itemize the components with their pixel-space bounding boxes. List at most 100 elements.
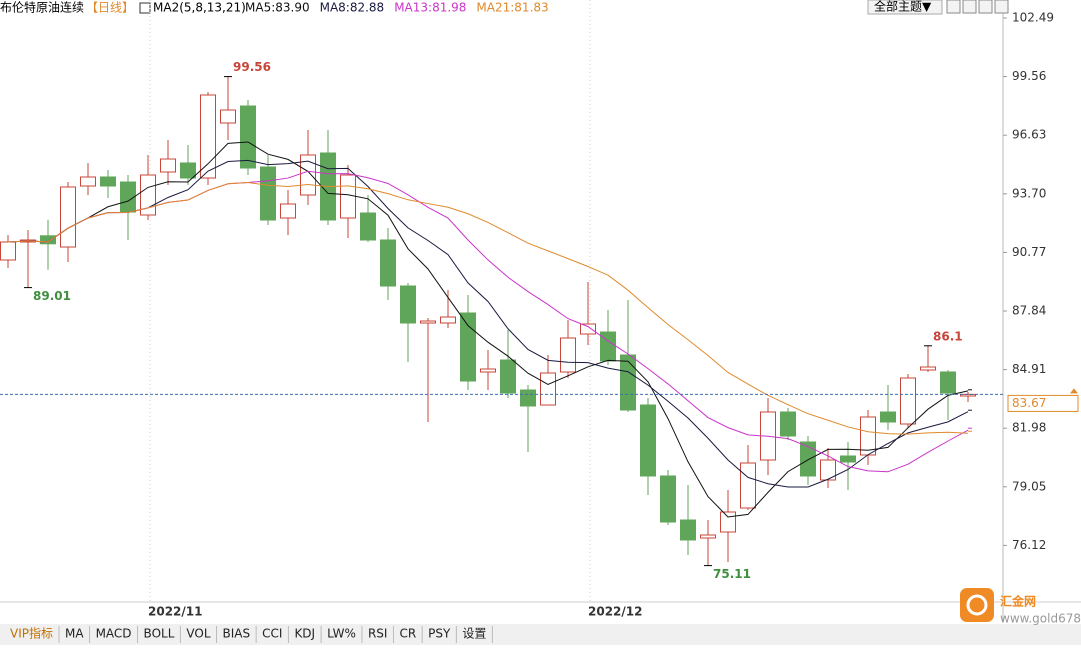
zoom-buttons[interactable] — [946, 0, 1009, 14]
ma-line — [7, 141, 969, 518]
theme-button[interactable] — [867, 0, 943, 15]
candle-body — [140, 174, 156, 216]
logo-icon — [960, 588, 994, 622]
candle-body — [100, 176, 116, 187]
y-tick-label: 76.12 — [1012, 538, 1046, 552]
toolbar-tab[interactable]: 设置 — [462, 627, 486, 641]
candle-body — [260, 166, 276, 221]
candle-body — [220, 109, 236, 124]
theme-button-label[interactable]: 全部主题▼ — [874, 0, 932, 14]
candle-body — [420, 320, 436, 324]
candle-body — [460, 312, 476, 382]
candle-body — [520, 389, 536, 407]
last-price-arrow — [1070, 388, 1078, 394]
candle-body — [340, 174, 356, 219]
zoom-button[interactable] — [994, 0, 1009, 14]
candle-body — [40, 235, 56, 245]
candle-body — [820, 459, 836, 481]
y-tick-label: 87.84 — [1012, 304, 1046, 318]
candle-body — [740, 462, 756, 509]
toolbar-tab[interactable]: PSY — [428, 627, 451, 641]
ma-line — [7, 159, 969, 488]
candle-body — [720, 511, 736, 533]
candle-body — [60, 186, 76, 248]
toolbar-tab[interactable]: BOLL — [144, 627, 175, 641]
toolbar-tab[interactable]: MACD — [96, 627, 132, 641]
toolbar-tab[interactable]: KDJ — [294, 627, 315, 641]
candle-body — [680, 519, 696, 541]
logo-icon — [966, 594, 988, 616]
y-tick-label: 90.77 — [1012, 245, 1046, 259]
toolbar-tab[interactable]: VOL — [186, 627, 210, 641]
candle-body — [80, 176, 96, 187]
extreme-label: 75.11 — [713, 567, 751, 581]
candle-body — [160, 158, 176, 173]
toolbar-tab[interactable]: CCI — [262, 627, 282, 641]
candle-body — [0, 241, 16, 261]
y-tick-label: 99.56 — [1012, 69, 1046, 83]
extreme-label: 89.01 — [33, 289, 71, 303]
candle-body — [580, 323, 596, 335]
y-tick-label: 84.91 — [1012, 362, 1046, 376]
candle-body — [600, 331, 616, 362]
candle-body — [780, 411, 796, 437]
last-price-label: 83.67 — [1012, 396, 1046, 410]
candle-body — [380, 239, 396, 287]
candle-body — [480, 368, 496, 373]
candle-body — [540, 372, 556, 406]
y-tick-label: 79.05 — [1012, 479, 1046, 493]
y-tick-label: 81.98 — [1012, 421, 1046, 435]
toolbar-tab[interactable]: RSI — [368, 627, 388, 641]
extreme-label: 86.1 — [933, 329, 963, 343]
candle-body — [800, 441, 816, 477]
candle-body — [400, 285, 416, 324]
legend-entry: MA21:81.83 — [476, 1, 548, 15]
candle-body — [200, 94, 216, 179]
toolbar-tab[interactable]: MA — [65, 627, 84, 641]
legend-entry: MA13:81.98 — [394, 1, 466, 15]
candle-body — [360, 212, 376, 241]
candle-body — [180, 162, 196, 179]
ma-line — [7, 182, 969, 435]
legend-entry: MA5:83.90 — [245, 1, 310, 15]
y-tick-label: 102.49 — [1012, 11, 1054, 25]
candle-body — [880, 411, 896, 423]
candle-body — [900, 377, 916, 425]
candle-body — [840, 455, 856, 463]
candle-body — [500, 359, 516, 394]
logo-url: www.gold678.com — [1000, 612, 1081, 626]
chart-title: 布伦特原油连续 — [0, 0, 84, 15]
toolbar-tab[interactable]: LW% — [327, 627, 356, 641]
zoom-button[interactable] — [978, 0, 993, 14]
zoom-button[interactable] — [946, 0, 961, 14]
toolbar — [0, 624, 1081, 645]
candle-body — [240, 105, 256, 169]
candle-body — [920, 366, 936, 371]
candle-body — [560, 337, 576, 373]
y-tick-label: 96.63 — [1012, 128, 1046, 142]
logo-name: 汇金网 — [1000, 594, 1036, 609]
period-label: 【日线】 — [86, 1, 134, 15]
zoom-button[interactable] — [962, 0, 977, 14]
candle-body — [280, 203, 296, 219]
toolbar-tab[interactable]: CR — [399, 627, 416, 641]
x-tick-label: 2022/12 — [588, 605, 642, 619]
candle-body — [120, 181, 136, 213]
toolbar-tab[interactable]: BIAS — [223, 627, 251, 641]
x-tick-label: 2022/11 — [148, 605, 202, 619]
candle-body — [440, 316, 456, 324]
candle-body — [940, 371, 956, 394]
last-price-box — [1007, 394, 1079, 412]
ma-title: MA2(5,8,13,21) — [153, 1, 246, 15]
legend-entry: MA8:82.88 — [320, 1, 385, 15]
toolbar-tab[interactable]: VIP指标 — [10, 626, 53, 641]
extreme-label: 99.56 — [233, 60, 271, 74]
candle-body — [700, 534, 716, 539]
candle-body — [620, 354, 636, 411]
candle-body — [660, 475, 676, 523]
y-tick-label: 93.70 — [1012, 186, 1046, 200]
candle-body — [640, 404, 656, 477]
